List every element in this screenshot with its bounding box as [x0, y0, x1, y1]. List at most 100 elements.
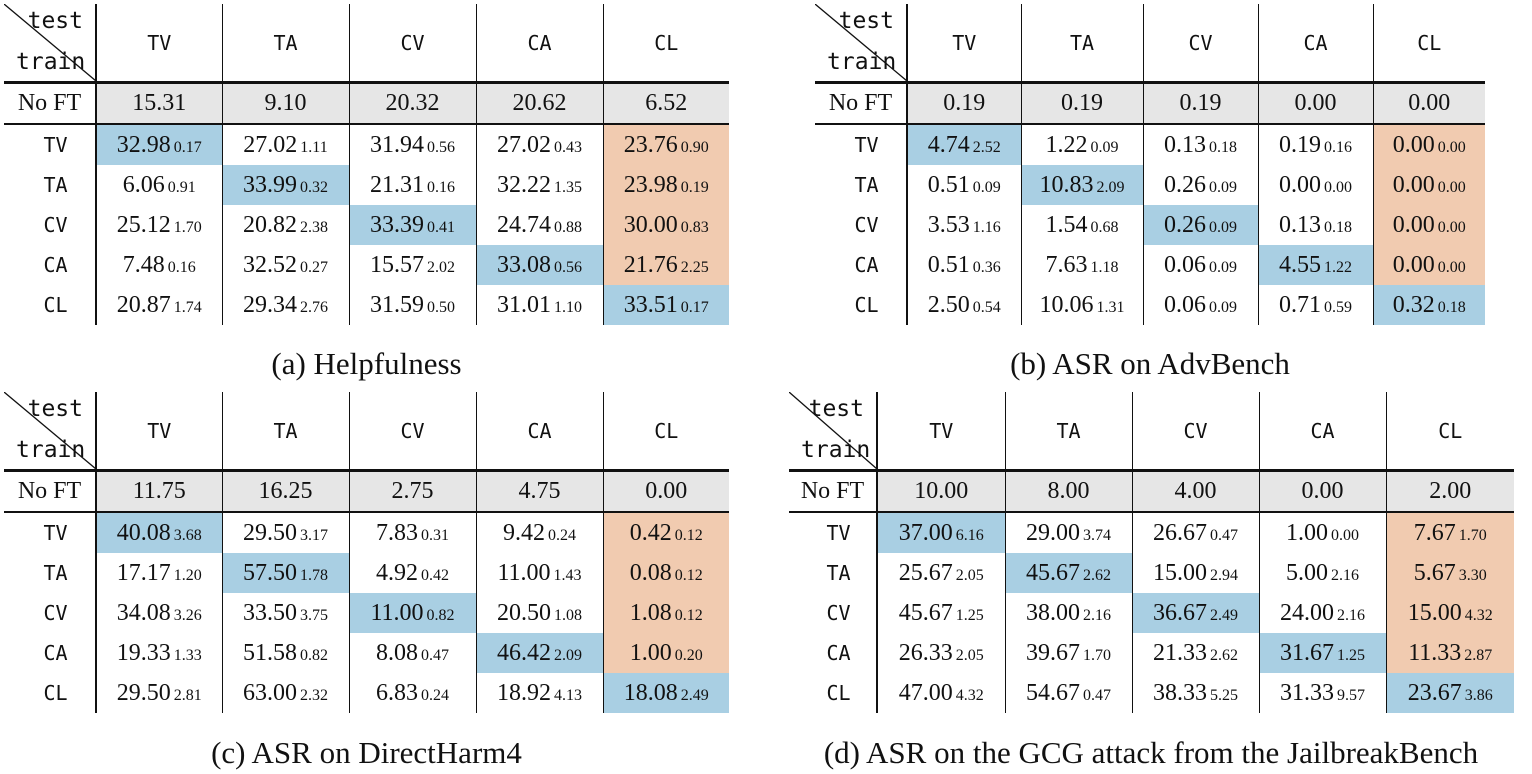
mean-value: 33.08	[497, 251, 551, 278]
mean-value: 31.94	[370, 131, 424, 158]
std-value: 2.62	[1210, 646, 1238, 664]
corner-header-cell: test train	[4, 392, 97, 472]
table-cell: 0.26 0.09	[1142, 165, 1258, 205]
table-cell: 4.74 2.52	[907, 124, 1021, 165]
diagonal-divider	[789, 392, 877, 469]
mean-value: 20.87	[116, 291, 171, 318]
column-header-ta: TA	[1004, 392, 1132, 472]
std-value: 2.09	[1096, 178, 1125, 196]
diagonal-line	[815, 4, 907, 81]
table-cell: 20.87 1.74	[96, 285, 222, 325]
table-row: CL 20.87 1.74 29.34 2.76 31.59 0.50 31.01 1.10 33…	[4, 285, 729, 325]
table-cell: 1.00 0.00	[1258, 512, 1386, 553]
table-cell: 1.00 0.20	[602, 633, 729, 673]
table-row: CA 19.33 1.33 51.58 0.82 8.08 0.47 46.42 2.09 1.0…	[4, 633, 729, 673]
mean-value: 0.00	[1279, 171, 1321, 198]
column-header-ca: CA	[475, 392, 603, 472]
row-label-ta: TA	[815, 165, 908, 205]
std-value: 0.12	[674, 606, 703, 624]
table-cell: 33.39 0.41	[348, 205, 476, 245]
table-panel-gcg-jailbreakbench: test train TV TA CV CA CL No FT 10.00 8.00 4.00 0.0…	[789, 392, 1514, 713]
table-cell: 23.76 0.90	[602, 124, 729, 165]
no-ft-label: No FT	[789, 470, 878, 513]
no-ft-value: 16.25	[221, 470, 349, 513]
std-value: 0.09	[972, 178, 1001, 196]
table-cell: 47.00 4.32	[877, 673, 1005, 713]
table-cell: 0.06 0.09	[1142, 285, 1258, 325]
no-ft-value: 8.00	[1004, 470, 1132, 513]
std-value: 0.09	[1209, 218, 1237, 236]
std-value: 6.16	[955, 526, 984, 544]
std-value: 0.17	[173, 138, 202, 156]
corner-train-label: train	[16, 437, 86, 463]
mean-value: 34.08	[116, 599, 171, 626]
table-cell: 2.50 0.54	[907, 285, 1021, 325]
table-cell: 15.57 2.02	[348, 245, 476, 285]
corner-test-label: test	[838, 8, 894, 34]
table-cell: 36.67 2.49	[1131, 593, 1259, 633]
table-cell: 11.00 0.82	[348, 593, 476, 633]
std-value: 0.18	[1209, 138, 1237, 156]
table-row: CL 2.50 0.54 10.06 1.31 0.06 0.09 0.71 0.59 0.32 0…	[815, 285, 1485, 325]
no-ft-value: 0.19	[907, 82, 1021, 125]
std-value: 0.68	[1090, 218, 1119, 236]
mean-value: 9.42	[503, 519, 545, 546]
table-cell: 0.00 0.00	[1372, 205, 1485, 245]
mean-value: 21.76	[623, 251, 678, 278]
std-value: 0.56	[554, 258, 582, 276]
mean-value: 1.22	[1045, 131, 1088, 158]
mean-value: 31.01	[497, 291, 551, 318]
std-value: 0.24	[421, 686, 449, 704]
table-cell: 7.83 0.31	[348, 512, 476, 553]
mean-value: 0.26	[1164, 171, 1206, 198]
std-value: 0.16	[1324, 138, 1352, 156]
mean-value: 15.00	[1407, 599, 1462, 626]
table-cell: 5.67 3.30	[1385, 553, 1514, 593]
table-row: TV 32.98 0.17 27.02 1.11 31.94 0.56 27.02 0.43 23…	[4, 124, 729, 165]
std-value: 0.27	[300, 258, 328, 276]
table-cell: 8.08 0.47	[348, 633, 476, 673]
table-cell: 29.34 2.76	[221, 285, 349, 325]
table-cell: 0.00 0.00	[1372, 245, 1485, 285]
no-ft-value: 6.52	[602, 82, 729, 125]
table-cell: 23.98 0.19	[602, 165, 729, 205]
table-cell: 9.42 0.24	[475, 512, 603, 553]
table-cell: 33.08 0.56	[475, 245, 603, 285]
table-cell: 45.67 2.62	[1004, 553, 1132, 593]
std-value: 0.12	[674, 526, 703, 544]
mean-value: 4.55	[1279, 251, 1321, 278]
table-cell: 15.00 4.32	[1385, 593, 1514, 633]
std-value: 1.31	[1096, 298, 1125, 316]
mean-value: 19.33	[116, 639, 171, 666]
std-value: 4.13	[554, 686, 582, 704]
table-row: CL 29.50 2.81 63.00 2.32 6.83 0.24 18.92 4.13 18.…	[4, 673, 729, 713]
table-cell: 29.50 2.81	[96, 673, 222, 713]
no-ft-label: No FT	[4, 470, 97, 513]
mean-value: 38.00	[1026, 599, 1080, 626]
std-value: 0.16	[167, 258, 196, 276]
std-value: 2.16	[1083, 606, 1111, 624]
mean-value: 18.08	[623, 679, 678, 706]
row-label-ta: TA	[4, 553, 97, 593]
no-ft-row: No FT 10.00 8.00 4.00 0.00 2.00	[789, 470, 1514, 513]
std-value: 2.62	[1083, 566, 1111, 584]
table-cell: 31.94 0.56	[348, 124, 476, 165]
table-cell: 31.01 1.10	[475, 285, 603, 325]
std-value: 2.38	[300, 218, 328, 236]
table-row: CA 26.33 2.05 39.67 1.70 21.33 2.62 31.67 1.25 11…	[789, 633, 1514, 673]
mean-value: 0.00	[1392, 251, 1435, 278]
mean-value: 27.02	[243, 131, 298, 158]
column-header-cl: CL	[1385, 392, 1514, 472]
mean-value: 0.00	[1392, 211, 1435, 238]
mean-value: 10.06	[1039, 291, 1094, 318]
std-value: 0.00	[1324, 178, 1352, 196]
table-cell: 4.55 1.22	[1257, 245, 1373, 285]
mean-value: 36.67	[1153, 599, 1207, 626]
std-value: 1.70	[173, 218, 202, 236]
table-cell: 0.19 0.16	[1257, 124, 1373, 165]
mean-value: 29.50	[243, 519, 297, 546]
mean-value: 0.13	[1279, 211, 1321, 238]
header-row: test train TV TA CV CA CL	[789, 392, 1514, 472]
table-cell: 6.06 0.91	[96, 165, 222, 205]
table-cell: 51.58 0.82	[221, 633, 349, 673]
